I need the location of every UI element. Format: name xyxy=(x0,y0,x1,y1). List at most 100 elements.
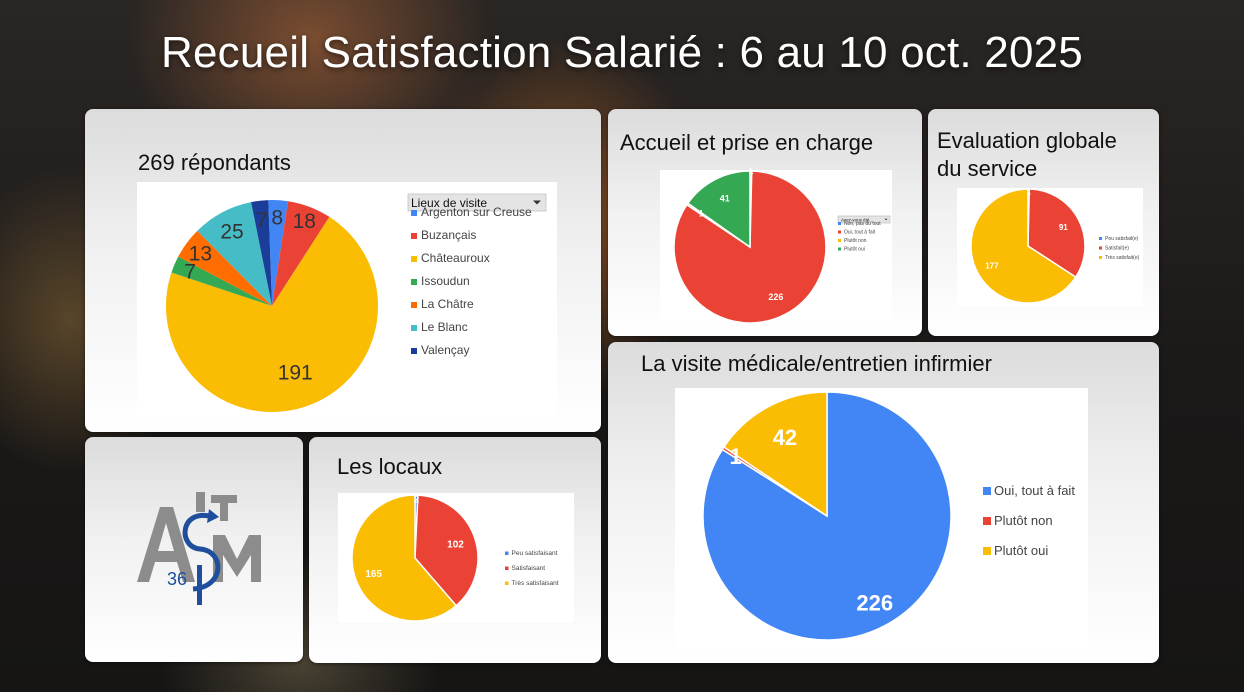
legend-swatch-issoudun xyxy=(411,279,417,285)
pie-slice-tres-satisfait-e xyxy=(970,188,1077,304)
pie-slices xyxy=(702,391,952,641)
logo-number: 36 xyxy=(167,569,187,589)
legend-label-issoudun: Issoudun xyxy=(421,274,470,288)
legend-title-accueil: Avez-vous été... xyxy=(841,217,873,222)
pie-value-label-chateauroux: 191 xyxy=(278,361,313,384)
legend-label-le-blanc: Le Blanc xyxy=(421,320,468,334)
legend-swatch-le-blanc xyxy=(411,325,417,331)
legend-swatch-oui-tout-a-fait xyxy=(838,230,841,234)
pie-labels: 226 1 42 xyxy=(729,425,893,616)
legend-swatch-la-chatre xyxy=(411,302,417,308)
pie-slices xyxy=(673,170,827,324)
pie-slice-buzancais xyxy=(272,201,330,306)
legend-label-oui-tout-a-fait: Oui, tout à fait xyxy=(994,483,1075,498)
legend-swatch-tres-satisfait-e xyxy=(1099,256,1102,259)
panel-locaux: Les locaux 2 102 165 Peu satisfaisant Satisf… xyxy=(309,437,601,663)
pie-slice-valencay xyxy=(251,200,272,306)
legend-swatch-satisfaisant xyxy=(505,566,509,570)
legend-label-peu-satisfait-e: Peu satisfait(e) xyxy=(1105,236,1139,242)
legend-swatch-tres-satisfaisant xyxy=(505,581,509,585)
legend-swatch-valencay xyxy=(411,348,417,354)
aism-36-logo-icon: 36 xyxy=(137,492,261,605)
pie-value-label-satisfaisant: 102 xyxy=(447,540,464,551)
legend-swatch-peu-satisfaisant xyxy=(505,551,509,555)
legend-swatch-buzancais xyxy=(411,233,417,239)
legend-locaux: Peu satisfaisant Satisfaisant Très satisfa… xyxy=(505,550,559,587)
pie-slice-argenton-sur-creuse xyxy=(268,200,289,306)
pie-value-label-buzancais: 18 xyxy=(293,210,316,233)
pie-labels: 1 226 1 41 xyxy=(699,166,784,302)
legend-dropdown-accueil[interactable] xyxy=(837,215,891,224)
logo-letter-a xyxy=(137,507,195,582)
legend-swatch-satisfait-e xyxy=(1099,246,1102,250)
legend-label-la-chatre: La Châtre xyxy=(421,297,474,311)
legend-swatch-argenton-sur-creuse xyxy=(411,210,417,216)
chart-respondents-box: 8 18 191 7 13 25 7 Lieux de visite Argenton sur … xyxy=(137,182,557,418)
legend-swatch-non-pas-du-tout xyxy=(838,222,841,225)
legend-swatch-plutot-non xyxy=(838,239,841,242)
pie-value-label-oui-tout-a-fait: 226 xyxy=(856,591,893,616)
panel-title-locaux: Les locaux xyxy=(337,454,443,479)
legend-label-plutot-oui: Plutôt oui xyxy=(994,543,1048,558)
legend-label-argenton-sur-creuse: Argenton sur Creuse xyxy=(421,205,532,219)
pie-value-label-plutot-oui: 42 xyxy=(773,425,797,450)
chart-locaux-box: 2 102 165 Peu satisfaisant Satisfaisant Très … xyxy=(338,493,574,623)
logo-s-curve xyxy=(182,512,221,592)
legend-title-respondents: Lieux de visite xyxy=(411,196,487,210)
legend-label-buzancais: Buzançais xyxy=(421,228,476,242)
legend-label-satisfait-e: Satisfait(e) xyxy=(1105,246,1129,252)
pie-value-label-non-pas-du-tout: 1 xyxy=(748,166,753,176)
pie-slice-plutot-oui xyxy=(722,391,828,518)
pie-chart-accueil: 1 226 1 41 Avez-vous été...Non, pas du tout O… xyxy=(673,166,891,324)
legend-dropdown-respondents[interactable] xyxy=(407,193,547,212)
pie-value-label-argenton-sur-creuse: 8 xyxy=(271,206,283,229)
legend-label-valencay: Valençay xyxy=(421,343,469,357)
logo-letter-t-stem xyxy=(220,495,228,521)
pie-value-label-le-blanc: 25 xyxy=(220,221,243,244)
panel-title-respondents: 269 répondants xyxy=(138,150,291,175)
chart-visite-box: 226 1 42 Oui, tout à fait Plutôt non Plutôt o… xyxy=(675,388,1088,648)
legend-swatch-plutot-non xyxy=(983,517,991,525)
pie-slice-chateauroux xyxy=(166,216,378,412)
pie-value-label-oui-tout-a-fait: 226 xyxy=(768,292,783,302)
pie-slices xyxy=(970,188,1086,304)
pie-value-label-plutot-non: 1 xyxy=(729,444,741,469)
pie-value-label-peu-satisfait-e: 1 xyxy=(1026,188,1031,197)
pie-slice-issoudun xyxy=(171,256,272,306)
legend-label-plutot-oui: Plutôt oui xyxy=(844,247,865,253)
pie-value-label-plutot-oui: 41 xyxy=(720,194,730,204)
pie-value-label-issoudun: 7 xyxy=(184,260,196,283)
panel-visite: La visite médicale/entretien infirmier 2… xyxy=(608,342,1159,663)
legend-swatch-plutot-oui xyxy=(983,547,991,555)
logo-letter-m xyxy=(213,535,261,582)
pie-value-label-plutot-non: 1 xyxy=(699,209,704,219)
chart-accueil-box: 1 226 1 41 Avez-vous été... Non, pas du tout O… xyxy=(660,166,892,325)
pie-slice-tres-satisfaisant xyxy=(351,494,458,622)
panel-title-visite: La visite médicale/entretien infirmier xyxy=(641,351,992,376)
pie-chart-locaux: 2 102 165 Peu satisfaisant Satisfaisant Très … xyxy=(351,494,559,622)
legend-label-oui-tout-a-fait: Oui, tout à fait xyxy=(844,230,876,236)
dropdown-arrow-icon[interactable] xyxy=(884,218,888,221)
legend-swatch-peu-satisfait-e xyxy=(1099,237,1102,240)
legend-label-tres-satisfait-e: Très satisfait(e) xyxy=(1105,255,1140,261)
legend-label-tres-satisfaisant: Très satisfaisant xyxy=(512,580,559,587)
panel-title-evaluation: Evaluation globale du service xyxy=(937,127,1117,183)
panel-title-evaluation-line1: Evaluation globale xyxy=(937,128,1117,153)
logo-arrow-head xyxy=(207,509,219,523)
pie-slice-plutot-oui xyxy=(686,170,751,249)
legend-swatch-oui-tout-a-fait xyxy=(983,487,991,495)
page-title: Recueil Satisfaction Salarié : 6 au 10 o… xyxy=(161,28,1083,77)
legend-label-plutot-non: Plutôt non xyxy=(844,238,867,244)
dropdown-arrow-icon[interactable] xyxy=(533,200,541,205)
pie-slices xyxy=(351,494,479,622)
legend-label-non-pas-du-tout: Non, pas du tout xyxy=(844,221,881,227)
panel-logo: 36 xyxy=(85,437,303,662)
legend-label-chateauroux: Châteauroux xyxy=(421,251,490,265)
pie-labels: 1 91 177 xyxy=(985,188,1068,271)
panel-title-evaluation-line2: du service xyxy=(937,156,1038,181)
pie-slice-satisfaisant xyxy=(414,494,479,607)
pie-slice-le-blanc xyxy=(197,202,272,306)
pie-value-label-tres-satisfait-e: 177 xyxy=(985,261,999,270)
